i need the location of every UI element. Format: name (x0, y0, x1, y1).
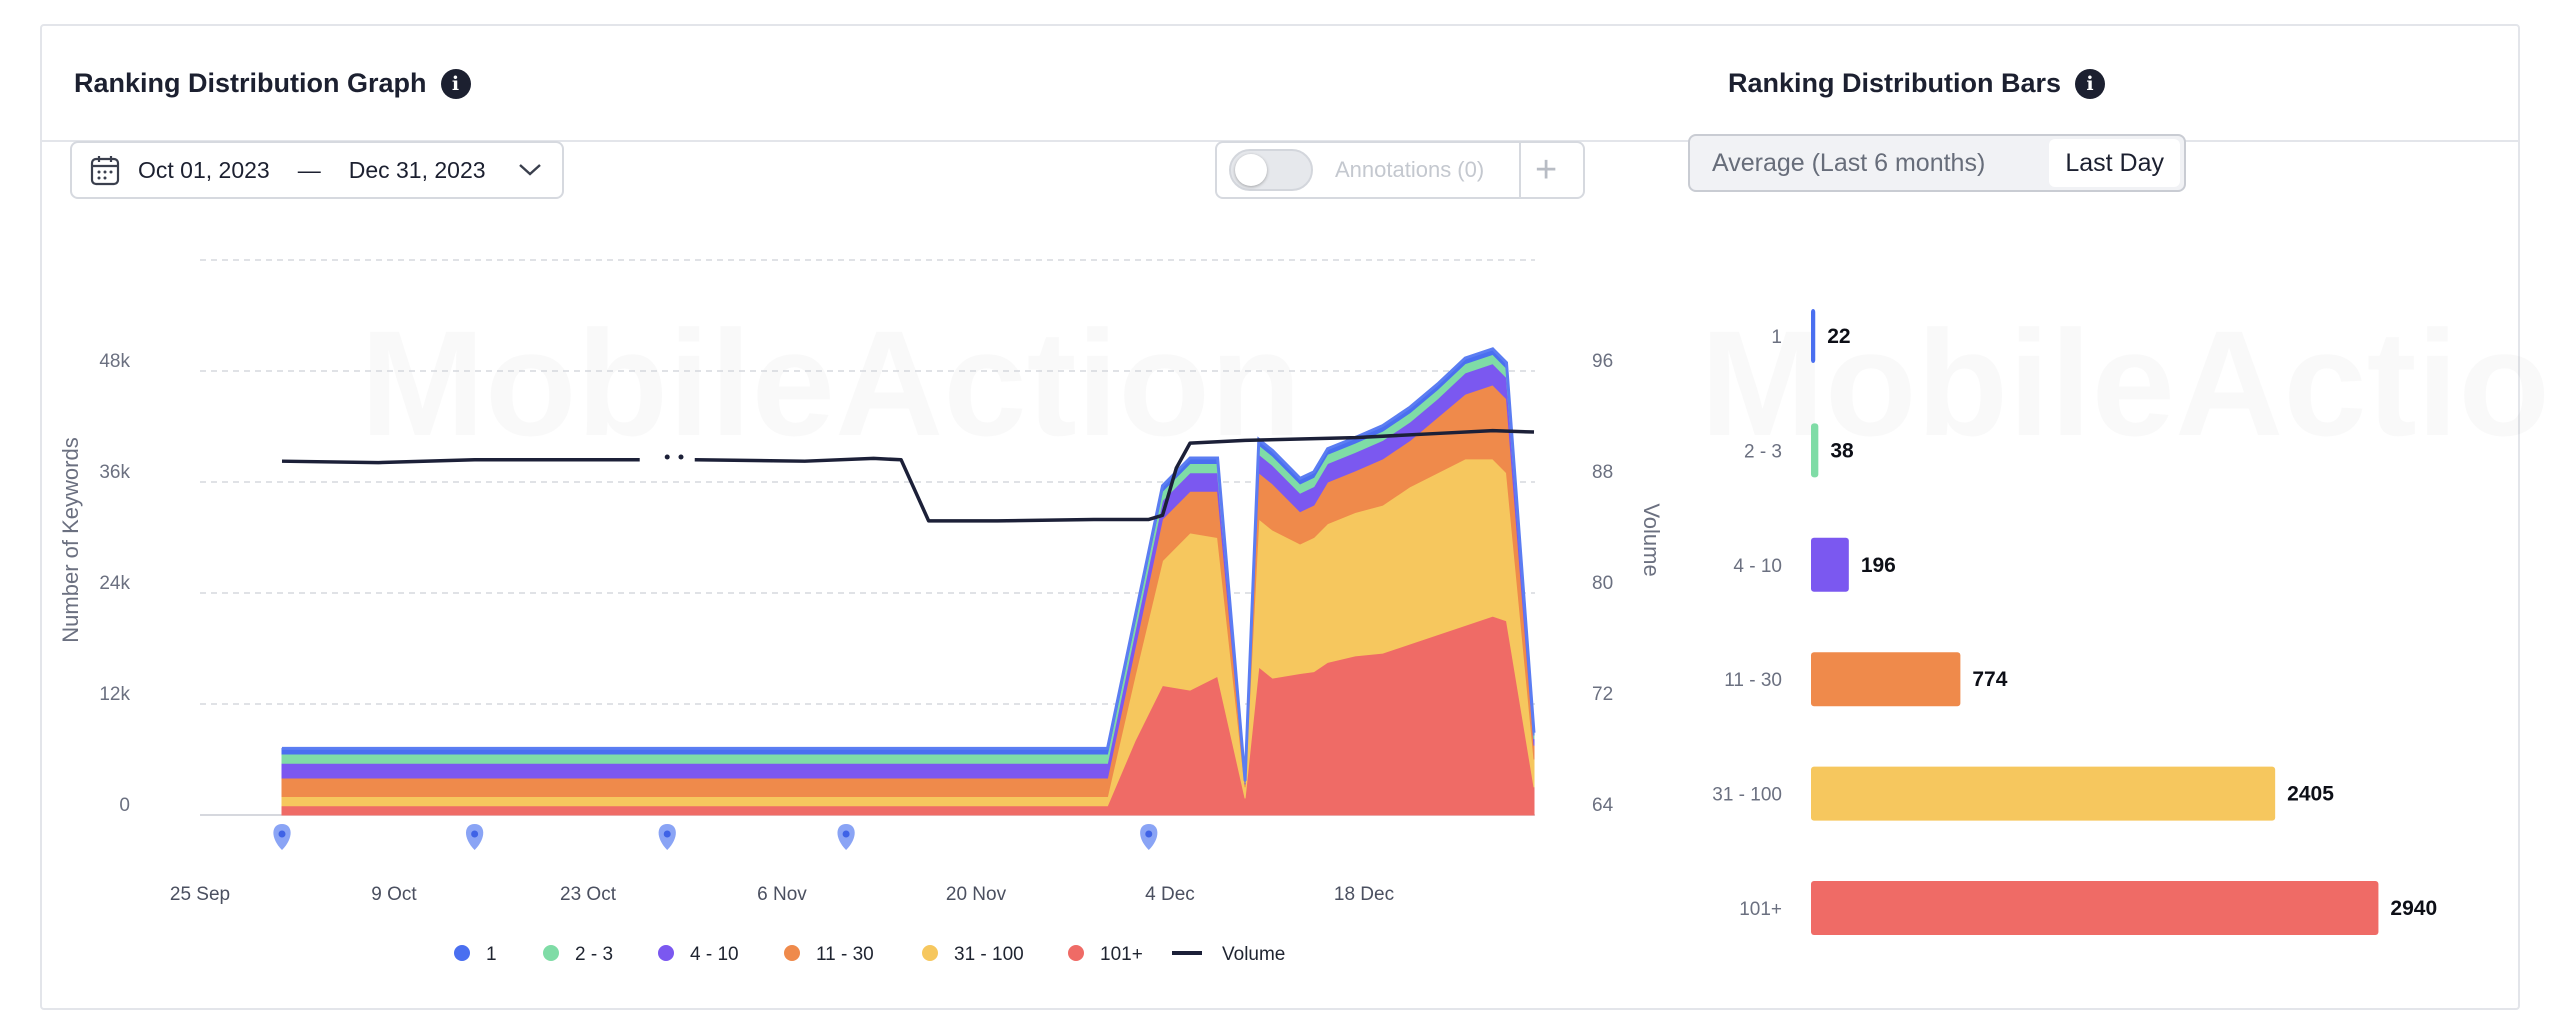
annotations-control: Annotations (0) + (1215, 141, 1585, 199)
period-segmented-control: Average (Last 6 months) Last Day (1688, 134, 2186, 192)
annotations-toggle[interactable] (1229, 149, 1313, 191)
annotations-label: Annotations (0) (1335, 157, 1485, 182)
info-icon[interactable]: i (440, 68, 471, 99)
chevron-down-icon[interactable] (518, 163, 542, 177)
bars-panel-title: Ranking Distribution Bars i (1728, 68, 2106, 99)
info-icon[interactable]: i (2075, 68, 2106, 99)
toggle-knob (1235, 154, 1267, 186)
segment-average-6-months[interactable]: Average (Last 6 months) (1712, 148, 1986, 177)
graph-panel-title: Ranking Distribution Graph i (74, 68, 471, 99)
calendar-icon (90, 156, 120, 186)
annotations-divider (1519, 143, 1521, 197)
end-date: Dec 31, 2023 (348, 156, 486, 183)
date-separator: — (297, 156, 321, 183)
add-annotation-button[interactable]: + (1535, 149, 1558, 191)
segment-last-day[interactable]: Last Day (2049, 139, 2180, 187)
start-date: Oct 01, 2023 (138, 156, 270, 183)
date-range-picker[interactable]: Oct 01, 2023 — Dec 31, 2023 (70, 141, 564, 199)
